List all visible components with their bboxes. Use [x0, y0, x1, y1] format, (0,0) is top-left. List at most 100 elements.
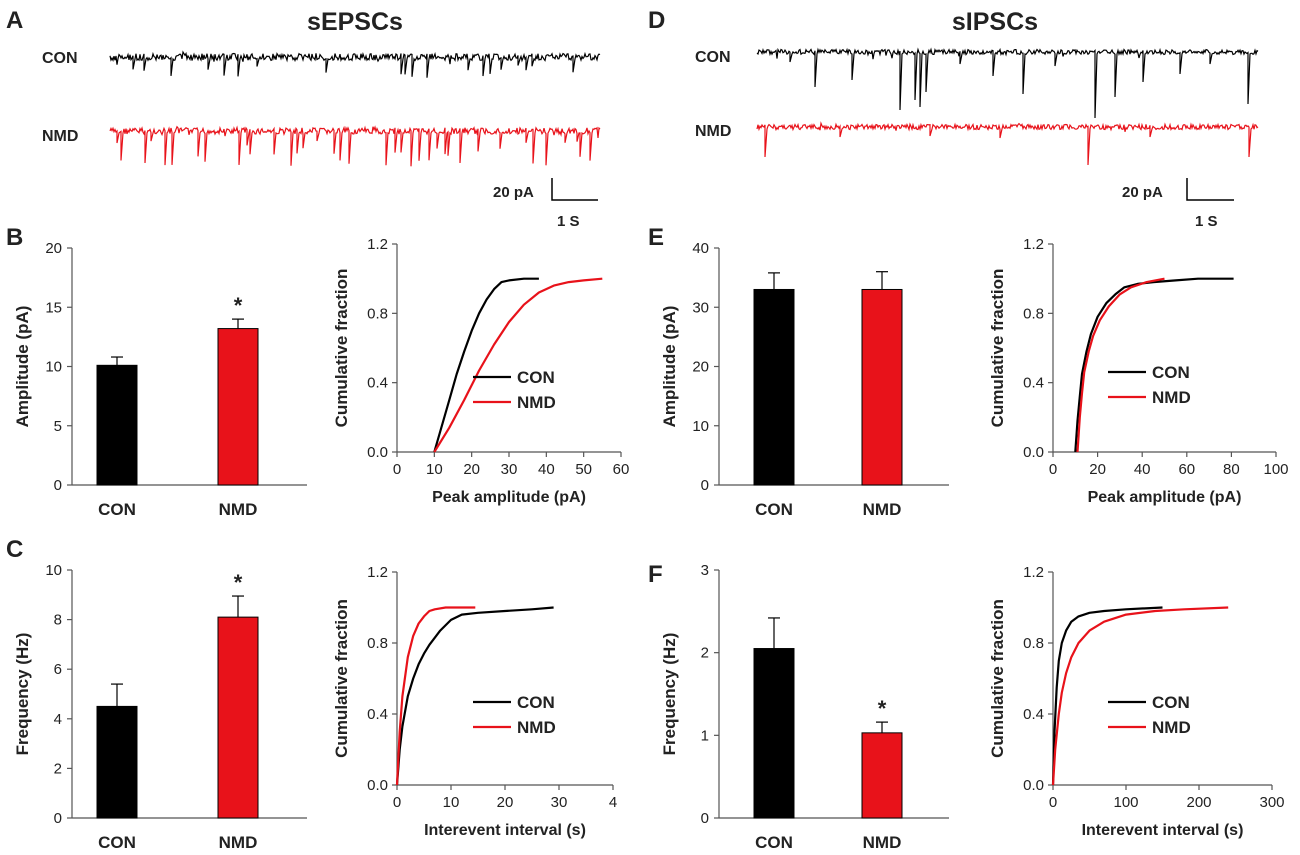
- y-tick-label: 1.2: [1023, 236, 1044, 253]
- x-tick-label: 60: [613, 461, 630, 478]
- category-label-con: CON: [98, 833, 136, 852]
- x-tick-label: 30: [551, 794, 568, 811]
- legend-label-con: CON: [517, 368, 555, 387]
- category-label-con: CON: [755, 500, 793, 519]
- chart-c-interval-cdf: 0.0 0.4 0.8 1.2 0 10 20 30 4 Interevent interval …: [332, 564, 617, 839]
- ipsc-scale-bar: 20 pA 1 S: [1122, 178, 1234, 230]
- x-tick-label: 20: [1089, 461, 1106, 478]
- x-tick-label: 200: [1186, 794, 1211, 811]
- category-label-nmd: NMD: [219, 833, 258, 852]
- y-tick-label: 10: [45, 359, 62, 376]
- y-tick-label: 20: [45, 240, 62, 257]
- cdf-series-con: [395, 606, 554, 786]
- y-tick-label: 0: [54, 477, 62, 494]
- x-tick-label: 0: [393, 794, 401, 811]
- panel-letter-c: C: [6, 536, 23, 563]
- y-axis-label: Cumulative fraction: [332, 269, 351, 428]
- panel-letter-e: E: [648, 224, 664, 251]
- chart-f-interval-cdf: 0.0 0.4 0.8 1.2 0 100 200 300 Interevent interva…: [988, 564, 1285, 839]
- y-tick-label: 0.0: [1023, 444, 1044, 461]
- y-axis-label: Frequency (Hz): [13, 633, 32, 756]
- category-label-nmd: NMD: [863, 833, 902, 852]
- y-tick-label: 0.0: [367, 777, 388, 794]
- x-tick-label: 10: [443, 794, 460, 811]
- y-tick-label: 1.2: [1023, 564, 1044, 581]
- chart-e-amplitude-cdf: 0.0 0.4 0.8 1.2 0 20 40 60 80 100 Peak amplitude (…: [988, 236, 1289, 506]
- x-tick-label: 20: [463, 461, 480, 478]
- x-axis-label: Peak amplitude (pA): [432, 489, 586, 506]
- epsc-scale-time: 1 S: [557, 213, 580, 230]
- cdf-series-nmd: [1051, 606, 1229, 786]
- ipsc-nmd-label: NMD: [695, 123, 731, 140]
- ipsc-scale-time: 1 S: [1195, 213, 1218, 230]
- x-tick-label: 80: [1223, 461, 1240, 478]
- significance-marker: *: [878, 696, 887, 721]
- y-tick-label: 5: [54, 418, 62, 435]
- legend-label-nmd: NMD: [517, 718, 556, 737]
- category-label-con: CON: [755, 833, 793, 852]
- bar-con: [753, 288, 795, 486]
- bar-nmd: [217, 616, 259, 819]
- y-tick-label: 30: [692, 299, 709, 316]
- chart-c-frequency-bar: 0 2 4 6 8 10 Frequency (Hz) CON NMD *: [13, 562, 307, 852]
- y-tick-label: 10: [45, 562, 62, 579]
- cdf-series-nmd: [1076, 277, 1165, 453]
- y-tick-label: 6: [54, 661, 62, 678]
- y-axis-label: Amplitude (pA): [13, 306, 32, 428]
- category-label-nmd: NMD: [219, 500, 258, 519]
- epsc-nmd-label: NMD: [42, 128, 78, 145]
- chart-b-amplitude-bar: 0 5 10 15 20 Amplitude (pA) CON NMD *: [13, 240, 307, 519]
- y-tick-label: 40: [692, 240, 709, 257]
- chart-b-amplitude-cdf: 0.0 0.4 0.8 1.2 0 10 20 30 40 50 60 Peak amplitude …: [332, 236, 629, 506]
- panel-letter-f: F: [648, 561, 663, 588]
- x-tick-label: 0: [1049, 794, 1057, 811]
- epsc-nmd-trace: [109, 125, 601, 167]
- x-tick-label: 100: [1263, 461, 1288, 478]
- panel-letter-b: B: [6, 224, 23, 251]
- chart-f-frequency-bar: 0 1 2 3 Frequency (Hz) CON NMD *: [660, 562, 949, 852]
- y-tick-label: 8: [54, 612, 62, 629]
- x-tick-label: 4: [609, 794, 617, 811]
- panel-letter-a: A: [6, 7, 23, 34]
- y-tick-label: 15: [45, 299, 62, 316]
- y-tick-label: 0: [54, 810, 62, 827]
- panel-letter-d: D: [648, 7, 665, 34]
- bar-nmd: [861, 732, 903, 819]
- significance-marker: *: [234, 293, 243, 318]
- y-tick-label: 0: [701, 810, 709, 827]
- y-tick-label: 0.4: [367, 375, 388, 392]
- legend-label-con: CON: [517, 693, 555, 712]
- y-tick-label: 1.2: [367, 236, 388, 253]
- ipsc-title: sIPSCs: [952, 8, 1038, 36]
- bar-con: [96, 364, 138, 486]
- y-tick-label: 0.8: [367, 635, 388, 652]
- x-tick-label: 0: [393, 461, 401, 478]
- y-tick-label: 0.4: [1023, 706, 1044, 723]
- y-tick-label: 3: [701, 562, 709, 579]
- y-tick-label: 0.8: [1023, 305, 1044, 322]
- cdf-series-con: [433, 277, 539, 453]
- legend-label-nmd: NMD: [1152, 388, 1191, 407]
- x-tick-label: 300: [1259, 794, 1284, 811]
- y-tick-label: 2: [701, 645, 709, 662]
- x-tick-label: 50: [575, 461, 592, 478]
- x-axis-label: Interevent interval (s): [424, 822, 586, 839]
- x-tick-label: 30: [501, 461, 518, 478]
- y-tick-label: 0.0: [367, 444, 388, 461]
- y-axis-label: Frequency (Hz): [660, 633, 679, 756]
- y-tick-label: 0.0: [1023, 777, 1044, 794]
- cdf-series-nmd: [433, 277, 603, 453]
- y-axis-label: Cumulative fraction: [988, 269, 1007, 428]
- y-tick-label: 0.4: [367, 706, 388, 723]
- legend-label-nmd: NMD: [517, 393, 556, 412]
- x-tick-label: 40: [538, 461, 555, 478]
- bar-nmd: [217, 328, 259, 486]
- ipsc-con-label: CON: [695, 49, 731, 66]
- y-tick-label: 0.4: [1023, 375, 1044, 392]
- y-tick-label: 4: [54, 711, 62, 728]
- legend-label-con: CON: [1152, 363, 1190, 382]
- category-label-con: CON: [98, 500, 136, 519]
- y-axis-label: Cumulative fraction: [988, 599, 1007, 758]
- x-tick-label: 20: [497, 794, 514, 811]
